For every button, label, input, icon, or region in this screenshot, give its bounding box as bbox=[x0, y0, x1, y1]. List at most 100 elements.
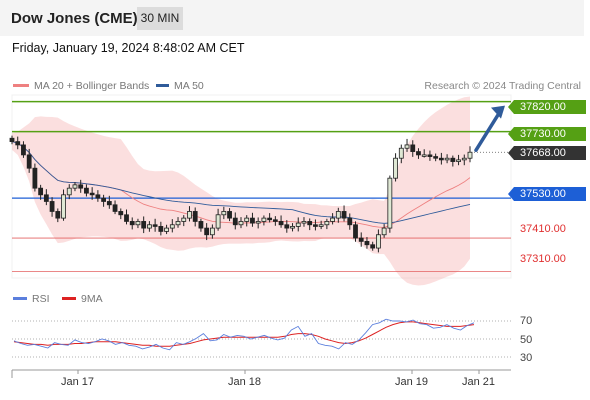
candle-down bbox=[141, 221, 147, 229]
candle-down bbox=[152, 224, 158, 227]
candle-down bbox=[124, 214, 129, 222]
candles bbox=[9, 135, 473, 253]
legend-ma20-label: MA 20 + Bollinger Bands bbox=[34, 80, 150, 92]
chart-header: Dow Jones (CME) 30 MIN bbox=[0, 0, 584, 36]
candle-down bbox=[416, 151, 421, 156]
candle-down bbox=[267, 217, 273, 221]
candle-down bbox=[9, 137, 15, 142]
candle-down bbox=[21, 144, 26, 156]
candle-up bbox=[324, 221, 330, 226]
legend-ma9-label: 9MA bbox=[81, 293, 103, 305]
legend-ma50: MA 50 bbox=[156, 80, 204, 92]
candle-down bbox=[55, 211, 61, 219]
legend-rsi: RSI bbox=[13, 293, 50, 305]
x-label-jan18: Jan 18 bbox=[228, 376, 262, 388]
candle-down bbox=[95, 194, 101, 199]
timeframe-badge[interactable]: 30 MIN bbox=[137, 7, 183, 30]
candle-up bbox=[146, 224, 152, 229]
level-tag-r2: 37820.00 bbox=[508, 100, 586, 114]
candle-down bbox=[438, 157, 444, 161]
candle-up bbox=[467, 151, 473, 159]
x-label-jan21: Jan 21 bbox=[462, 376, 496, 388]
candle-up bbox=[221, 211, 227, 216]
candle-down bbox=[192, 211, 198, 222]
candle-up bbox=[261, 217, 267, 222]
candle-up bbox=[215, 214, 221, 229]
candle-down bbox=[250, 217, 255, 224]
candle-down bbox=[307, 221, 313, 226]
candle-up bbox=[444, 157, 450, 161]
forecast-arrowhead bbox=[491, 105, 505, 119]
candle-down bbox=[26, 154, 32, 169]
rsi-line bbox=[13, 318, 475, 351]
level-label-s1: 37410.00 bbox=[520, 223, 566, 235]
candle-up bbox=[135, 221, 141, 226]
legend-ma50-swatch bbox=[156, 83, 169, 87]
candle-down bbox=[106, 201, 112, 206]
candle-down bbox=[227, 211, 232, 219]
candle-down bbox=[284, 224, 290, 229]
candle-up bbox=[187, 211, 192, 219]
candle-up bbox=[290, 226, 295, 229]
candle-up bbox=[461, 157, 467, 161]
candle-up bbox=[393, 157, 398, 179]
timestamp: Friday, January 19, 2024 8:48:02 AM CET bbox=[12, 41, 245, 55]
candle-up bbox=[375, 234, 381, 249]
candle-down bbox=[272, 219, 278, 222]
candle-down bbox=[364, 240, 370, 246]
candle-down bbox=[78, 184, 84, 189]
candle-down bbox=[49, 201, 55, 212]
candle-down bbox=[341, 211, 347, 219]
level-tag-pivot: 37530.00 bbox=[508, 187, 586, 201]
legend-rsi-swatch bbox=[13, 296, 27, 300]
candle-up bbox=[387, 177, 393, 229]
legend-ma50-label: MA 50 bbox=[174, 80, 204, 92]
candle-down bbox=[410, 144, 416, 152]
legend-ma9-swatch bbox=[62, 296, 76, 300]
rsi-tick-70: 70 bbox=[520, 315, 533, 327]
level-label-s2: 37310.00 bbox=[520, 253, 566, 265]
candle-down bbox=[450, 157, 456, 162]
candle-up bbox=[381, 227, 387, 236]
candle-down bbox=[89, 192, 95, 196]
legend-rsi-label: RSI bbox=[32, 293, 50, 305]
candle-down bbox=[433, 156, 439, 159]
candle-down bbox=[43, 194, 49, 202]
candle-up bbox=[181, 217, 187, 222]
candle-up bbox=[318, 224, 324, 227]
candle-down bbox=[204, 227, 210, 236]
candle-down bbox=[313, 224, 318, 227]
x-label-jan19: Jan 19 bbox=[395, 376, 429, 388]
candle-down bbox=[38, 187, 44, 196]
candle-down bbox=[129, 221, 135, 226]
candle-down bbox=[347, 217, 353, 226]
credit-text: Research © 2024 Trading Central bbox=[424, 80, 581, 92]
candle-down bbox=[232, 217, 238, 226]
candle-up bbox=[72, 184, 78, 189]
candle-down bbox=[118, 211, 124, 216]
candle-up bbox=[398, 147, 404, 159]
level-tag-r1: 37730.00 bbox=[508, 127, 586, 141]
candle-up bbox=[330, 217, 336, 222]
forecast-arrow bbox=[474, 109, 502, 152]
candle-down bbox=[427, 154, 433, 157]
x-label-jan17: Jan 17 bbox=[61, 376, 95, 388]
candle-down bbox=[353, 224, 358, 239]
candle-up bbox=[238, 221, 244, 226]
candle-down bbox=[358, 237, 364, 242]
candle-up bbox=[456, 159, 461, 162]
rsi-tick-30: 30 bbox=[520, 352, 533, 364]
candle-up bbox=[61, 194, 66, 219]
candle-up bbox=[66, 187, 72, 196]
candle-down bbox=[278, 221, 284, 226]
price-panel-frame bbox=[11, 94, 512, 279]
rsi-ma9-line bbox=[13, 321, 475, 347]
candle-up bbox=[164, 227, 169, 232]
candle-down bbox=[158, 226, 164, 232]
candle-up bbox=[169, 224, 175, 229]
legend-ma20-swatch bbox=[13, 83, 29, 87]
candle-down bbox=[84, 187, 89, 194]
legend-ma9: 9MA bbox=[62, 293, 103, 305]
candle-down bbox=[15, 141, 21, 146]
